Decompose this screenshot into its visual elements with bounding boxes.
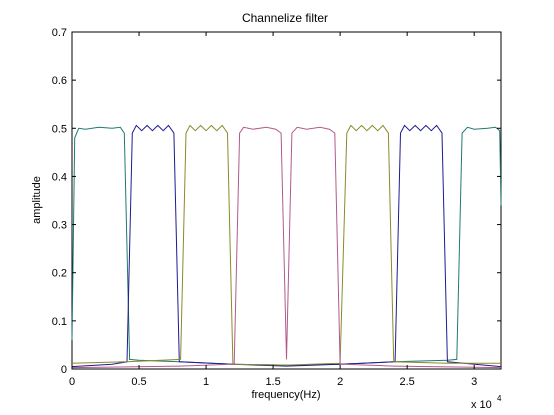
y-tick-label: 0.6: [52, 75, 67, 87]
x-tick-label: 3: [471, 376, 477, 388]
chart-title: Channelize filter: [242, 11, 328, 25]
x-multiplier-exponent: 4: [497, 394, 502, 403]
y-tick-label: 0.7: [52, 27, 67, 39]
y-tick-label: 0.3: [52, 220, 67, 232]
x-multiplier-label: x 10: [471, 399, 492, 411]
y-tick-label: 0.2: [52, 268, 67, 280]
y-tick-label: 0.5: [52, 123, 67, 135]
series-layer: [71, 124, 502, 369]
plot-area-frame: [71, 31, 502, 370]
x-tick-label: 1.5: [265, 376, 280, 388]
x-tick-label: 0.5: [131, 376, 146, 388]
y-axis-label: amplitude: [31, 176, 43, 224]
y-tick-label: 0: [61, 364, 67, 376]
x-tick-label: 1: [203, 376, 209, 388]
x-tick-label: 2: [337, 376, 343, 388]
y-tick-label: 0.1: [52, 316, 67, 328]
axes-layer: 0 0.5 1 1.5 2 2.5 3 0 0.1 0.2 0.3 0.4 0.5 0.6 0.7: [52, 27, 501, 388]
series-line-4: [71, 126, 502, 369]
x-tick-label: 0: [69, 376, 75, 388]
series-line-3: [71, 124, 501, 366]
y-tick-label: 0.4: [52, 171, 67, 183]
x-axis-label: frequency(Hz): [251, 389, 320, 401]
x-tick-label: 2.5: [400, 376, 415, 388]
